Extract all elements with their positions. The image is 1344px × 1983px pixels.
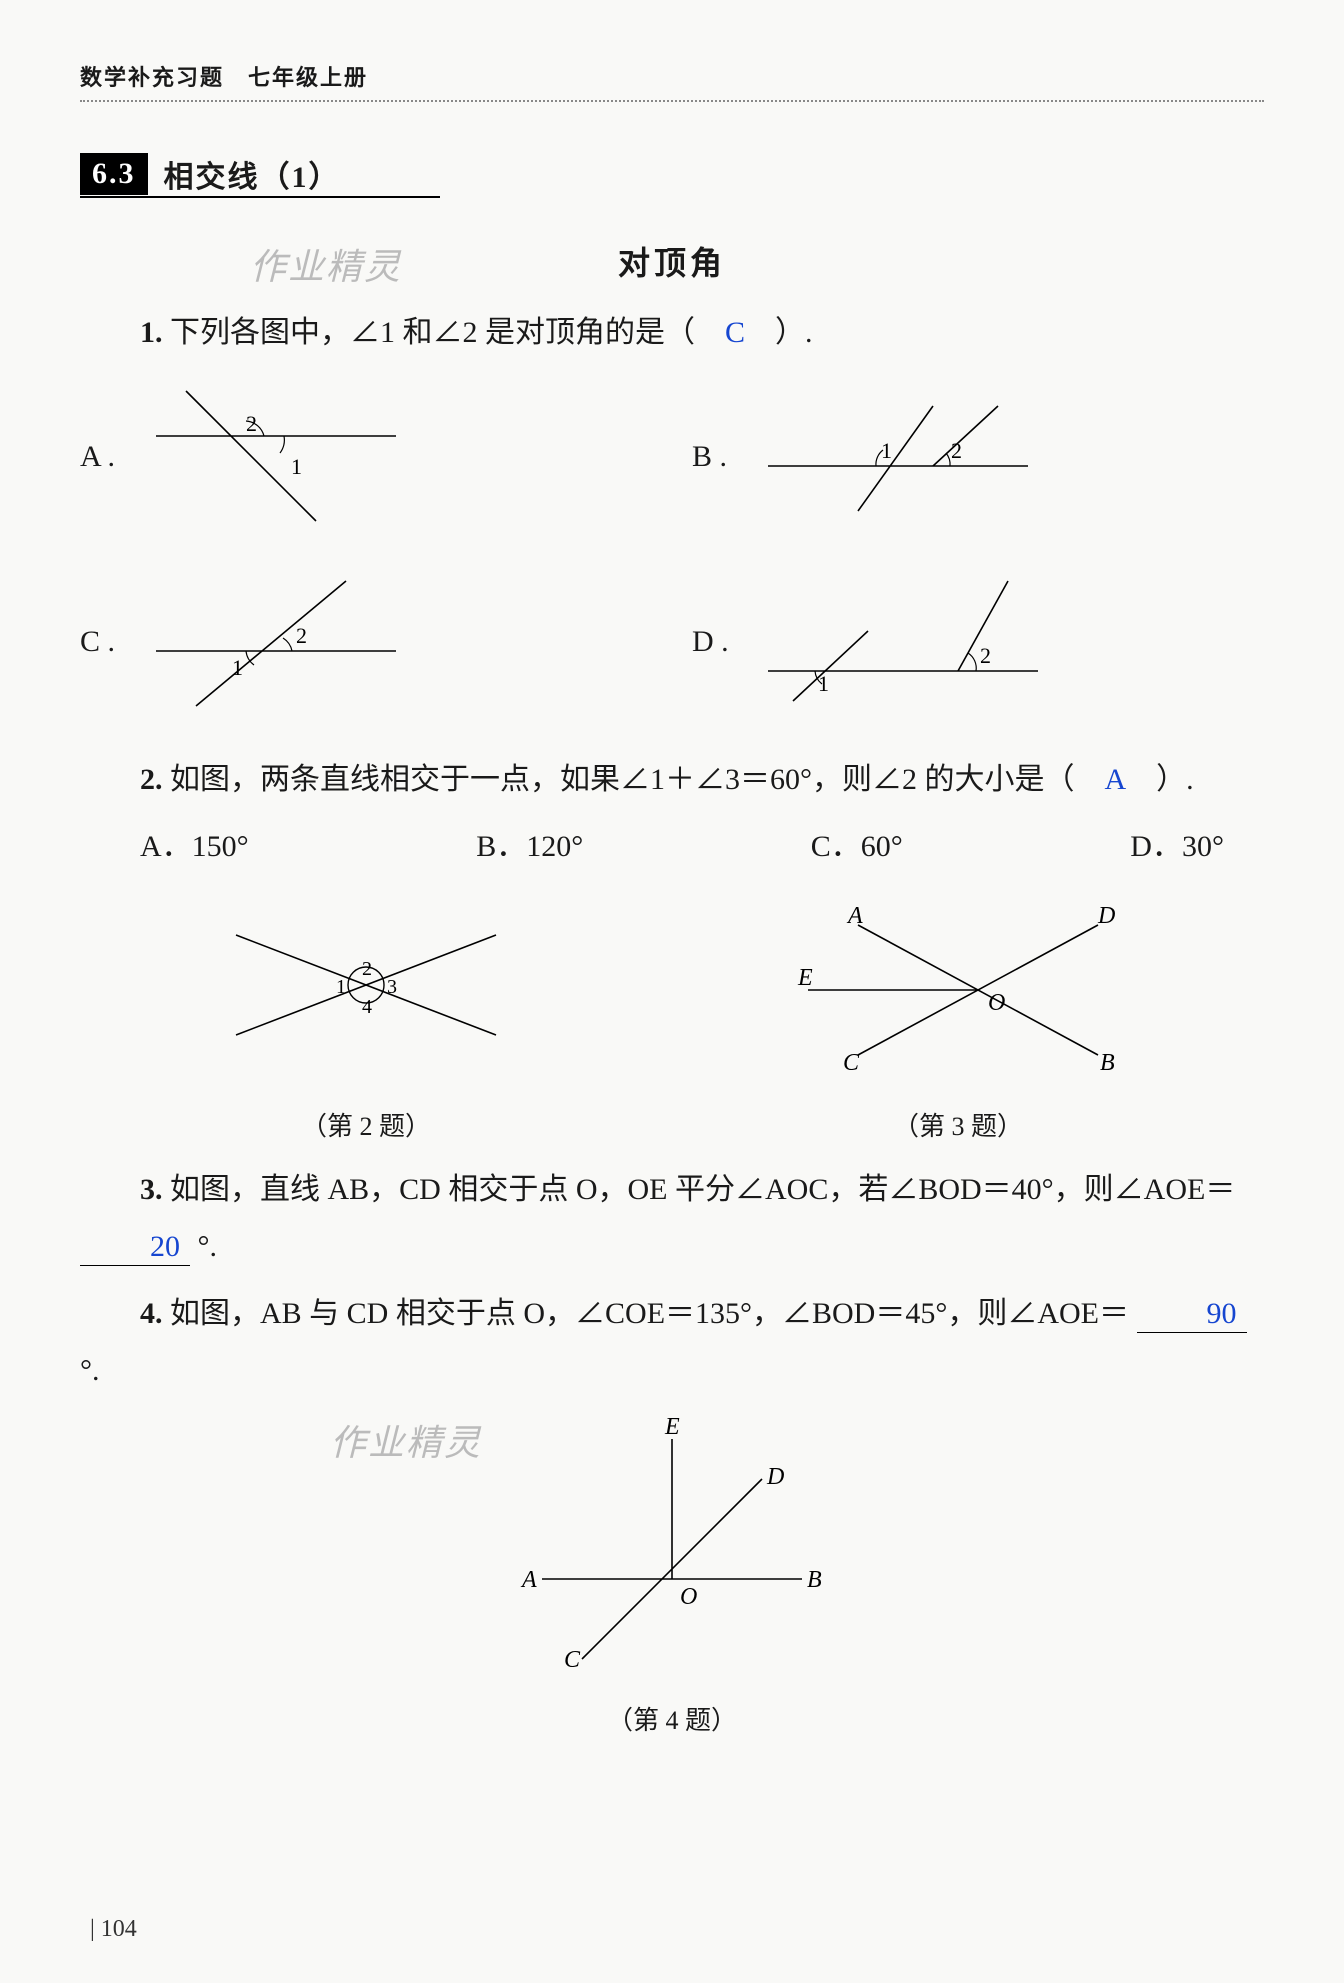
q2-answer: A bbox=[1105, 763, 1127, 796]
q3-text-before: 如图，直线 AB，CD 相交于点 O，OE 平分∠AOC，若∠BOD＝40°，则… bbox=[163, 1173, 1236, 1206]
figures-row-2-3: 1 2 3 4 （第 2 题） A D E O C B bbox=[80, 905, 1264, 1151]
fig3-label-C: C bbox=[843, 1050, 860, 1075]
q1-choice-d: D . 1 2 bbox=[692, 571, 1264, 711]
subtitle-row: 作业精灵 对顶角 bbox=[80, 238, 1264, 284]
fig3-label-B: B bbox=[1100, 1050, 1115, 1075]
fig4-label-D: D bbox=[766, 1464, 784, 1490]
fig2-label-2: 2 bbox=[362, 958, 372, 980]
q1-text-before: 下列各图中，∠1 和∠2 是对顶角的是（ bbox=[163, 316, 726, 349]
q1-choice-a: A . 2 1 bbox=[80, 381, 652, 531]
q1-choice-c: C . 2 1 bbox=[80, 571, 652, 711]
section-number: 6.3 bbox=[80, 153, 148, 195]
q1-choice-b-label: B . bbox=[692, 428, 742, 485]
q1-figure-c: 2 1 bbox=[146, 571, 406, 711]
fig4-label-O: O bbox=[680, 1584, 697, 1610]
q1c-label-2: 2 bbox=[296, 623, 307, 648]
fig2-label-1: 1 bbox=[336, 976, 346, 998]
q2-text-before: 如图，两条直线相交于一点，如果∠1＋∠3＝60°，则∠2 的大小是（ bbox=[163, 763, 1105, 796]
section-title: 相交线（1） bbox=[148, 152, 341, 196]
q1-text-after: ）. bbox=[745, 316, 813, 349]
fig2-label-4: 4 bbox=[362, 996, 372, 1018]
q4-answer: 90 bbox=[1137, 1296, 1247, 1333]
fig3-label-A: A bbox=[846, 905, 863, 929]
fig4-label-A: A bbox=[520, 1567, 537, 1593]
figure-4-caption: （第 4 题） bbox=[80, 1696, 1264, 1745]
q2-option-d: D．30° bbox=[1130, 818, 1224, 875]
question-4: 4. 如图，AB 与 CD 相交于点 O，∠COE＝135°，∠BOD＝45°，… bbox=[80, 1285, 1264, 1399]
figure-2-col: 1 2 3 4 （第 2 题） bbox=[216, 905, 516, 1151]
page: 数学补充习题 七年级上册 6.3 相交线（1） 作业精灵 对顶角 1. 下列各图… bbox=[0, 0, 1344, 1983]
q4-text-before: 如图，AB 与 CD 相交于点 O，∠COE＝135°，∠BOD＝45°，则∠A… bbox=[163, 1297, 1130, 1330]
figure-3-caption: （第 3 题） bbox=[788, 1102, 1128, 1151]
question-1: 1. 下列各图中，∠1 和∠2 是对顶角的是（ C ）. bbox=[80, 304, 1264, 361]
q4-text-after: °. bbox=[80, 1354, 100, 1387]
q1-answer: C bbox=[725, 316, 745, 349]
figure-2-caption: （第 2 题） bbox=[216, 1102, 516, 1151]
q3-number: 3. bbox=[140, 1173, 163, 1206]
section-header: 6.3 相交线（1） bbox=[80, 152, 440, 198]
question-2: 2. 如图，两条直线相交于一点，如果∠1＋∠3＝60°，则∠2 的大小是（ A … bbox=[80, 751, 1264, 808]
q1-choice-a-label: A . bbox=[80, 428, 130, 485]
q1b-label-2: 2 bbox=[951, 438, 962, 463]
q2-option-a: A．150° bbox=[140, 818, 249, 875]
q2-text-after: ）. bbox=[1126, 763, 1194, 796]
content: 1. 下列各图中，∠1 和∠2 是对顶角的是（ C ）. A . 2 1 B . bbox=[80, 304, 1264, 1746]
q3-answer: 20 bbox=[80, 1229, 190, 1266]
fig3-label-O: O bbox=[988, 990, 1005, 1016]
question-3: 3. 如图，直线 AB，CD 相交于点 O，OE 平分∠AOC，若∠BOD＝40… bbox=[80, 1161, 1264, 1275]
figure-3: A D E O C B bbox=[788, 905, 1128, 1075]
fig2-label-3: 3 bbox=[387, 976, 397, 998]
fig3-label-D: D bbox=[1097, 905, 1115, 929]
q1d-label-1: 1 bbox=[818, 671, 829, 696]
q3-text-after: °. bbox=[198, 1230, 218, 1263]
q1-figure-b: 1 2 bbox=[758, 396, 1038, 516]
subtitle: 对顶角 bbox=[618, 238, 726, 284]
watermark-top: 作业精灵 bbox=[250, 238, 402, 290]
q1-number: 1. bbox=[140, 316, 163, 349]
fig4-label-C: C bbox=[564, 1647, 581, 1669]
q1d-label-2: 2 bbox=[980, 643, 991, 668]
q1-choice-b: B . 1 2 bbox=[692, 381, 1264, 531]
q4-number: 4. bbox=[140, 1297, 163, 1330]
q1-choice-grid: A . 2 1 B . 1 2 bbox=[80, 381, 1264, 711]
q1-figure-a: 2 1 bbox=[146, 381, 406, 531]
fig4-label-B: B bbox=[807, 1567, 822, 1593]
q2-option-c: C．60° bbox=[811, 818, 903, 875]
q1-choice-d-label: D . bbox=[692, 613, 742, 670]
page-number: | 104 bbox=[90, 1916, 137, 1943]
q2-options: A．150° B．120° C．60° D．30° bbox=[80, 818, 1264, 875]
q2-option-b: B．120° bbox=[476, 818, 583, 875]
book-header: 数学补充习题 七年级上册 bbox=[80, 60, 1264, 102]
figure-4-wrap: 作业精灵 E D B A O C （第 4 题） bbox=[80, 1409, 1264, 1745]
fig4-label-E: E bbox=[664, 1414, 680, 1440]
q1-figure-d: 1 2 bbox=[758, 571, 1048, 711]
q1c-label-1: 1 bbox=[232, 655, 243, 680]
q2-number: 2. bbox=[140, 763, 163, 796]
watermark-bottom: 作业精灵 bbox=[330, 1409, 482, 1477]
fig3-label-E: E bbox=[797, 965, 813, 991]
q1-choice-c-label: C . bbox=[80, 613, 130, 670]
figure-2: 1 2 3 4 bbox=[216, 905, 516, 1075]
figure-3-col: A D E O C B （第 3 题） bbox=[788, 905, 1128, 1151]
q1a-label-1: 1 bbox=[291, 454, 302, 479]
figure-4: E D B A O C bbox=[502, 1409, 842, 1669]
